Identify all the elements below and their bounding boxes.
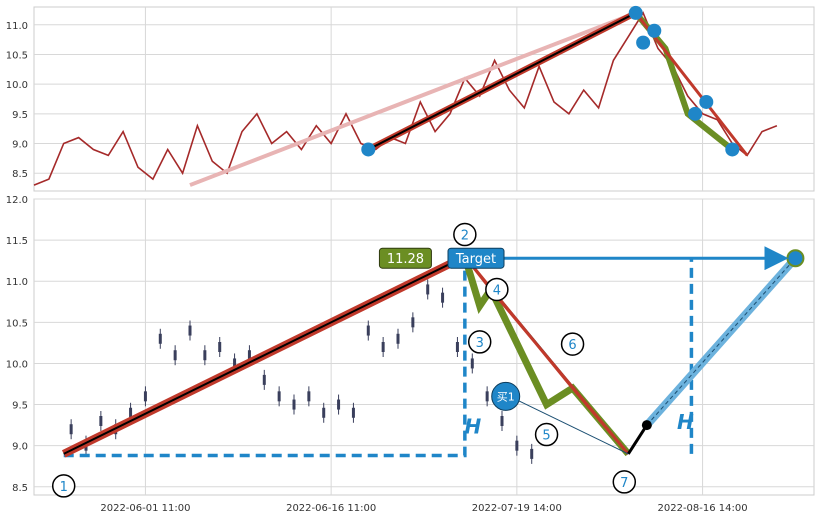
candle-body (307, 391, 311, 402)
candle-body (247, 350, 251, 361)
pattern-label-7: 7 (620, 476, 628, 491)
candle-body (351, 407, 355, 418)
top-trend-core (367, 12, 637, 151)
top-pattern-point (699, 94, 714, 109)
candle-body (203, 350, 207, 361)
buy-marker-label: 买1 (497, 390, 515, 403)
bottom-ytick-label: 12.0 (6, 195, 28, 206)
bottom-frame (33, 198, 815, 496)
bottom-xtick-label: 2022-08-16 14:00 (658, 503, 748, 514)
candle-body (218, 342, 222, 352)
candle-body (262, 374, 266, 385)
bottom-xtick-label: 2022-06-01 11:00 (100, 503, 190, 514)
top-panel: 11.0 10.5 10.0 9.5 9.0 8.5 (6, 5, 815, 192)
bottom-ytick-label: 9.0 (12, 442, 28, 453)
top-trend-shadow (189, 11, 637, 187)
target-label-box (447, 247, 505, 269)
buy-marker (491, 381, 521, 411)
candle-body (158, 333, 162, 344)
pattern-label-circle (51, 474, 76, 498)
trend-up-core (63, 255, 466, 455)
top-ytick-label: 10.5 (6, 50, 28, 61)
pattern-label-5: 5 (542, 429, 550, 444)
pattern-label-circle (612, 470, 637, 494)
bottom-ytick-label: 10.0 (6, 359, 28, 370)
bottom-xtick-label: 2022-06-16 11:00 (286, 503, 376, 514)
candle-body (441, 292, 445, 303)
pattern-label-circle (453, 222, 477, 247)
top-ytick-label: 8.5 (12, 169, 28, 180)
bottom-ytick-label: 11.0 (6, 277, 28, 288)
candle-body (455, 342, 459, 352)
candle-body (188, 325, 192, 336)
candle-body (381, 342, 385, 352)
candle-body (233, 358, 237, 369)
candle-body (99, 416, 103, 426)
candle-body (366, 325, 370, 336)
projection-start (627, 424, 649, 455)
top-pattern-point (636, 35, 651, 50)
buy-connector (517, 399, 629, 455)
dashed-base-line (63, 256, 467, 458)
candle-body (470, 358, 474, 369)
bottom-ytick-label: 8.5 (12, 483, 28, 494)
pattern-label-4: 4 (493, 283, 501, 298)
candle-body (530, 448, 534, 459)
pattern-label-1: 1 (60, 480, 68, 495)
projection-dot (641, 420, 652, 431)
pattern-label-3: 3 (476, 336, 484, 351)
candle-body (129, 407, 133, 418)
top-pattern-point (361, 142, 376, 157)
pattern-label-6: 6 (568, 338, 576, 353)
target-value-box (378, 247, 432, 269)
candle-body (143, 391, 147, 402)
pattern-label-2: 2 (461, 229, 469, 244)
candle-body (426, 284, 430, 295)
top-pattern-point (647, 23, 662, 38)
candle-body (485, 391, 489, 402)
top-pattern-point (725, 142, 740, 157)
candle-body (277, 391, 281, 402)
candle-body (322, 407, 326, 418)
projection-core (646, 257, 796, 426)
bottom-ytick-label: 9.5 (12, 401, 28, 412)
pattern-label-circle (560, 332, 585, 356)
top-pattern-point (688, 106, 703, 121)
h-label: H (677, 410, 694, 434)
target-value-text: 11.28 (387, 252, 424, 267)
pattern-label-circle (467, 330, 492, 354)
candle-body (173, 350, 177, 361)
bottom-panel: 12.0 11.5 11.0 10.5 10.0 9.5 9.0 8.5 2022-06-01 … (6, 195, 815, 514)
target-label-text: Target (455, 252, 496, 267)
candle-body (500, 416, 504, 426)
top-ytick-label: 9.0 (12, 140, 28, 151)
candle-body (396, 333, 400, 344)
candle-body (69, 424, 73, 435)
bottom-xtick-label: 2022-07-19 14:00 (472, 503, 562, 514)
top-ytick-label: 10.0 (6, 80, 28, 91)
candle-body (411, 317, 415, 328)
bottom-ytick-label: 10.5 (6, 318, 28, 329)
pattern-label-circle (534, 422, 559, 447)
top-pattern-point (628, 5, 643, 20)
top-ytick-label: 9.5 (12, 110, 28, 121)
candle-body (292, 399, 296, 410)
target-point (786, 249, 805, 268)
top-frame (33, 6, 815, 192)
bottom-ytick-label: 11.5 (6, 236, 28, 247)
candle-body (337, 399, 341, 410)
h-label: H (464, 414, 481, 438)
top-ytick-label: 11.0 (6, 21, 28, 32)
candle-body (515, 440, 519, 451)
pattern-label-circle (485, 277, 509, 302)
